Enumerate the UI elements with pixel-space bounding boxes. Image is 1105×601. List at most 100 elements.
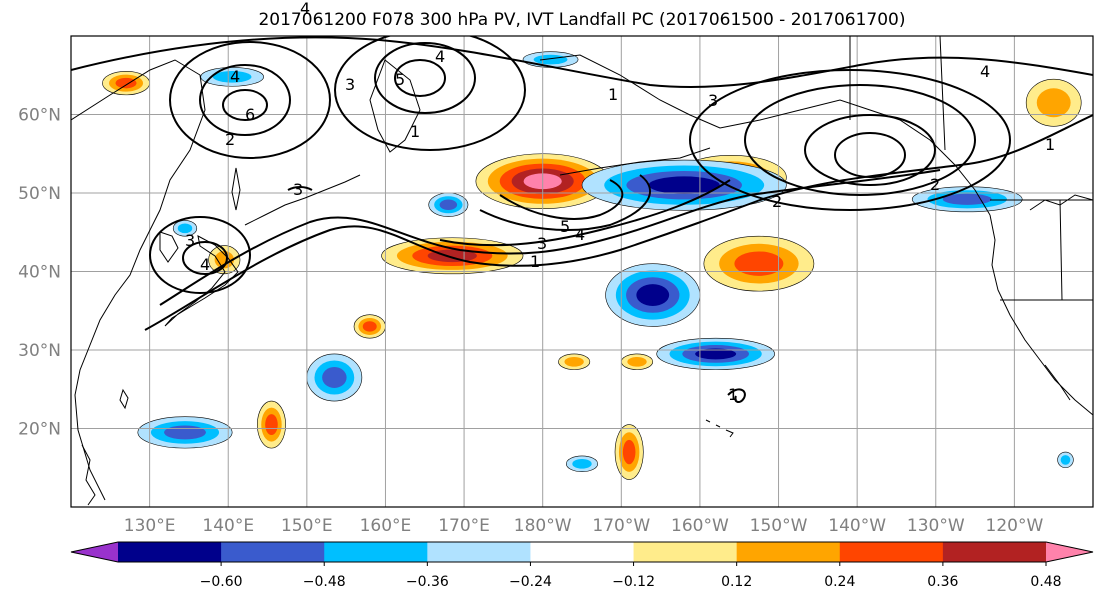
anomaly-level	[322, 367, 347, 388]
low-gulf-4	[804, 114, 936, 186]
anomaly-philippine-blue	[137, 416, 233, 449]
anomaly-midwest-orange	[353, 314, 386, 339]
colorbar: −0.60 −0.48 −0.36 −0.24 −0.12 0.12 0.24 0.36 0.4…	[70, 541, 1094, 590]
contour-label: 5	[395, 70, 405, 89]
lon-tick-label: 160°E	[360, 516, 412, 536]
hawaii-islands	[705, 419, 734, 438]
anomaly-level	[439, 199, 458, 211]
colorbar-under-extend	[71, 542, 118, 562]
colorbar-outline	[70, 541, 1094, 563]
japan-coastline	[164, 235, 239, 327]
contour-2-west	[159, 169, 941, 306]
colorbar-segment	[942, 542, 1047, 562]
low-japan-3	[149, 216, 251, 294]
asia-coastline	[71, 59, 206, 501]
aleutian-coastline	[559, 147, 711, 176]
colorbar-tick-label: 0.12	[721, 574, 752, 590]
map-panel: 1 3 4 5 2 3 1 1 4 5 3 4 6 2 3 3 4 1 2 4 …	[70, 0, 1094, 508]
lon-tick-label: 130°W	[907, 516, 965, 536]
baja-coastline	[1044, 364, 1071, 401]
colorbar-tick-label: 0.48	[1030, 574, 1061, 590]
contour-label: 4	[435, 47, 445, 66]
canada-provinces	[849, 36, 1093, 301]
philippines-coastline	[81, 444, 96, 506]
alaska-coastline	[539, 54, 991, 216]
taiwan-coastline	[119, 388, 129, 410]
anomaly-aleut-blue	[428, 192, 469, 217]
low-north-3	[334, 36, 526, 151]
anomaly-level	[622, 439, 636, 465]
low-gulf-5	[834, 132, 906, 178]
ivt-contours	[71, 36, 1093, 404]
contour-5-mid	[499, 179, 624, 220]
low-japan-4	[182, 241, 228, 275]
colorbar-segment	[633, 542, 738, 562]
lon-tick-label: 180°W	[514, 516, 572, 536]
anomaly-gulf-orange	[703, 235, 815, 292]
lat-tick-label: 20°N	[18, 420, 61, 440]
anomaly-level	[115, 77, 137, 89]
contour-label: 1	[530, 252, 540, 271]
anomaly-dateline-red	[381, 237, 524, 275]
colorbar-tick-label: −0.24	[509, 574, 552, 590]
contour-label: 3	[345, 75, 355, 94]
map-frame	[70, 35, 1094, 508]
anomaly-bering-blue	[581, 159, 787, 211]
lon-tick-label: 140°E	[202, 516, 254, 536]
contour-label: 2	[930, 175, 940, 194]
contour-label: 6	[245, 105, 255, 124]
anomaly-level	[636, 284, 670, 306]
low-north-5	[394, 59, 446, 97]
colorbar-tick-label: 0.36	[927, 574, 958, 590]
contour-label: 1	[728, 385, 738, 404]
anomaly-level	[1036, 88, 1071, 118]
contour-small-3	[287, 186, 313, 191]
low-west-6	[222, 89, 268, 121]
lat-tick-label: 50°N	[18, 184, 61, 204]
anomaly-level	[164, 425, 206, 440]
anomaly-hawaii-orange	[614, 424, 644, 480]
anomaly-level	[265, 414, 278, 436]
lon-tick-label: 170°E	[438, 516, 490, 536]
anomaly-level	[695, 348, 737, 360]
figure-title: 2017061200 F078 300 hPa PV, IVT Landfall…	[258, 10, 905, 30]
contour-label: 2	[772, 192, 782, 211]
colorbar-segment	[324, 542, 428, 562]
low-gulf-2	[689, 69, 1011, 211]
contour-1-west	[144, 114, 1093, 331]
anomaly-level	[1060, 455, 1071, 465]
colorbar-segment	[221, 542, 325, 562]
anomaly-level	[648, 176, 720, 194]
contour-label: 2	[225, 130, 235, 149]
contour-label: 3	[185, 231, 195, 250]
colorbar-tick-label: −0.36	[406, 574, 449, 590]
anomaly-central-blue	[605, 263, 701, 327]
colorbar-tick-label: −0.60	[200, 574, 243, 590]
contour-label: 4	[230, 67, 240, 86]
colorbar-over-extend	[1046, 542, 1093, 562]
colorbar-segment	[530, 542, 635, 562]
longitude-tick-labels: 130°E 140°E 150°E 160°E 170°E 180°W 170°W 160°W…	[124, 516, 1044, 536]
anomaly-taiwan-orange	[257, 400, 286, 449]
anomaly-level	[362, 321, 377, 332]
contour-label: 3	[708, 91, 718, 110]
anomaly-kuroshio-blue	[306, 353, 363, 402]
contour-label: 4	[980, 62, 990, 81]
contour-label: 4	[300, 0, 310, 18]
low-north-4	[374, 42, 476, 114]
contour-4-mid	[479, 174, 651, 231]
lat-tick-label: 60°N	[18, 106, 61, 126]
contour-top-1	[71, 36, 1093, 89]
lon-tick-label: 160°W	[671, 516, 729, 536]
anomaly-south-blue-band	[656, 337, 775, 370]
colorbar-segment	[839, 542, 944, 562]
anomaly-sea-japan-blue	[172, 220, 198, 237]
contour-label: 3	[293, 180, 303, 199]
colorbar-segment	[427, 542, 531, 562]
contour-label: 1	[608, 85, 618, 104]
anomaly-level	[533, 54, 568, 65]
contour-label: 1	[410, 122, 420, 141]
anomaly-level	[734, 251, 784, 276]
lon-tick-label: 150°W	[750, 516, 808, 536]
